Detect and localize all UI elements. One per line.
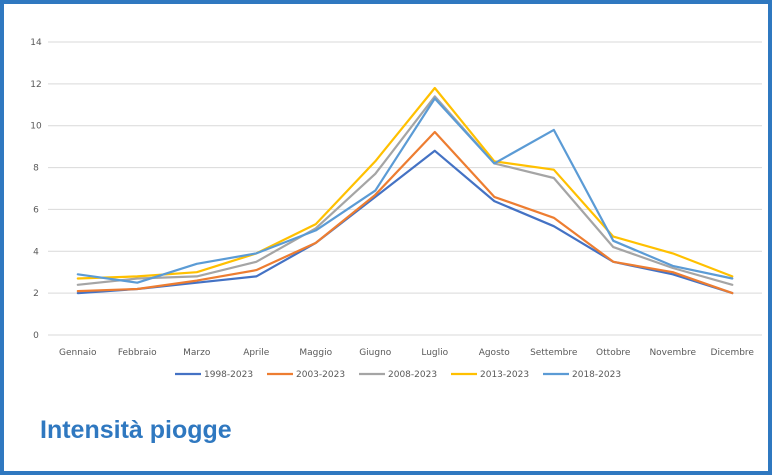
x-tick-label: Agosto: [479, 348, 511, 358]
y-tick-label: 8: [33, 164, 39, 174]
y-tick-label: 14: [30, 38, 42, 48]
legend-item: 1998-2023: [175, 370, 253, 380]
legend-label: 2008-2023: [388, 370, 437, 380]
x-tick-label: Ottobre: [596, 348, 631, 358]
x-tick-label: Marzo: [183, 348, 211, 358]
y-tick-label: 12: [30, 80, 41, 90]
legend-item: 2003-2023: [267, 370, 345, 380]
y-tick-label: 10: [30, 122, 42, 132]
legend-label: 2003-2023: [296, 370, 345, 380]
chart-caption: Intensità piogge: [40, 416, 232, 444]
x-tick-label: Gennaio: [59, 348, 97, 358]
series-line-2008-2023: [76, 95, 734, 286]
legend-label: 1998-2023: [204, 370, 253, 380]
legend-label: 2018-2023: [572, 370, 621, 380]
x-tick-label: Settembre: [530, 348, 578, 358]
x-tick-label: Novembre: [649, 348, 696, 358]
y-axis-ticks: 0 2 4 6 8 10 12 14: [30, 38, 42, 341]
x-tick-label: Luglio: [421, 348, 448, 358]
legend-item: 2018-2023: [543, 370, 621, 380]
legend: 1998-2023 2003-2023 2008-2023 2013-2023 2018…: [175, 370, 621, 380]
y-tick-label: 6: [33, 205, 39, 215]
series-line-2018-2023: [76, 97, 734, 284]
legend-item: 2008-2023: [359, 370, 437, 380]
series-line-2013-2023: [76, 86, 734, 280]
x-tick-label: Dicembre: [711, 348, 755, 358]
legend-item: 2013-2023: [451, 370, 529, 380]
x-tick-label: Febbraio: [118, 348, 157, 358]
series-line-1998-2023: [76, 149, 734, 295]
x-tick-label: Maggio: [299, 348, 332, 358]
series-line-2003-2023: [76, 130, 734, 295]
y-tick-label: 2: [33, 289, 39, 299]
x-axis-ticks: Gennaio Febbraio Marzo Aprile Maggio Giugno Lu…: [59, 348, 754, 358]
y-tick-label: 4: [33, 247, 39, 257]
grid: [48, 41, 762, 336]
y-tick-label: 0: [33, 331, 39, 341]
legend-label: 2013-2023: [480, 370, 529, 380]
x-tick-label: Giugno: [359, 348, 392, 358]
x-tick-label: Aprile: [243, 348, 270, 358]
series-lines: [76, 86, 734, 295]
